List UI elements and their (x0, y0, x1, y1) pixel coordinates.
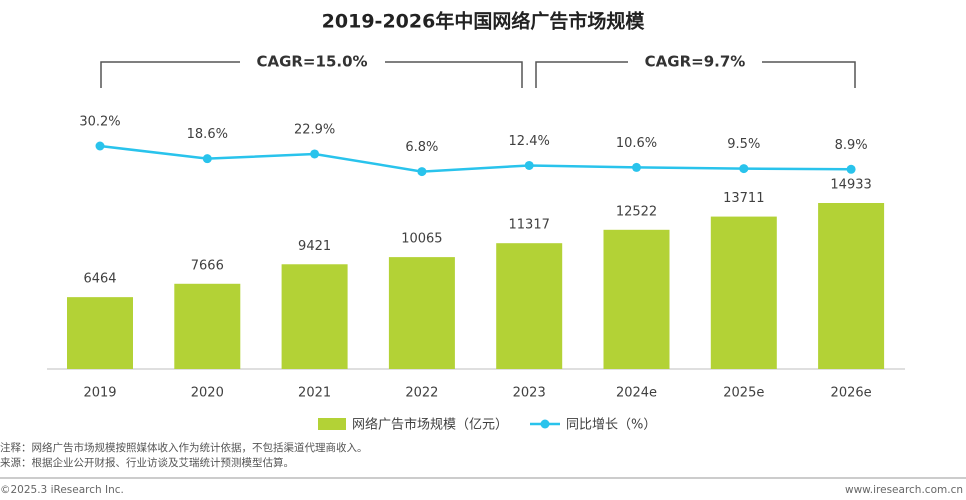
line-label: 9.5% (727, 137, 760, 152)
line-point (417, 167, 427, 177)
line-label: 8.9% (835, 138, 868, 153)
bar (710, 216, 777, 369)
chart-title: 2019-2026年中国网络广告市场规模 (322, 10, 646, 33)
x-tick-label: 2020 (191, 386, 224, 401)
legend-dot (540, 419, 550, 429)
line-point (632, 162, 641, 172)
line-point (95, 141, 105, 151)
footer-right: www.iresearch.com.cn (845, 484, 963, 496)
cagr-label: CAGR=15.0% (256, 53, 367, 71)
line-point (202, 154, 212, 164)
bar (281, 264, 348, 369)
cagr-bracket (535, 61, 856, 88)
bar (496, 243, 563, 369)
line-label: 12.4% (509, 134, 550, 149)
line-point (524, 160, 534, 170)
bar-label: 11317 (509, 218, 550, 233)
bar-label: 12522 (616, 204, 657, 219)
x-tick-label: 2022 (405, 386, 438, 401)
x-tick-label: 2019 (83, 386, 116, 401)
bar (174, 283, 241, 369)
bar (603, 229, 670, 369)
line-label: 6.8% (405, 140, 438, 155)
line-label: 18.6% (187, 127, 228, 142)
line-point (846, 164, 856, 174)
bar-label: 7666 (191, 258, 224, 273)
note: 注释：网络广告市场规模按照媒体收入作为统计依据，不包括渠道代理商收入。 (0, 441, 368, 454)
line-label: 22.9% (294, 122, 335, 137)
line-point (739, 164, 749, 174)
line-label: 30.2% (79, 115, 120, 130)
legend-label: 网络广告市场规模（亿元） (352, 417, 508, 433)
line-label: 10.6% (616, 136, 657, 151)
footer-left: ©2025.3 iResearch Inc. (0, 484, 124, 496)
x-tick-label: 2024e (616, 386, 657, 401)
x-tick-label: 2021 (298, 386, 331, 401)
line-point (310, 149, 320, 159)
note: 来源：根据企业公开财报、行业访谈及艾瑞统计预测模型估算。 (0, 456, 294, 469)
bar (67, 297, 133, 369)
line (99, 144, 852, 173)
bar (388, 257, 455, 369)
bar-label: 9421 (298, 239, 331, 254)
bar-label: 10065 (401, 232, 442, 247)
bar-label: 13711 (723, 191, 764, 206)
x-tick-label: 2025e (723, 386, 764, 401)
bar (818, 203, 885, 369)
legend-swatch (318, 418, 346, 430)
legend-label: 同比增长（%） (566, 418, 656, 433)
cagr-label: CAGR=9.7% (645, 53, 746, 71)
bar-label: 14933 (830, 178, 871, 193)
cagr-bracket (100, 61, 523, 88)
x-tick-label: 2023 (513, 386, 546, 401)
bar-label: 6464 (83, 272, 116, 287)
x-tick-label: 2026e (831, 386, 872, 401)
